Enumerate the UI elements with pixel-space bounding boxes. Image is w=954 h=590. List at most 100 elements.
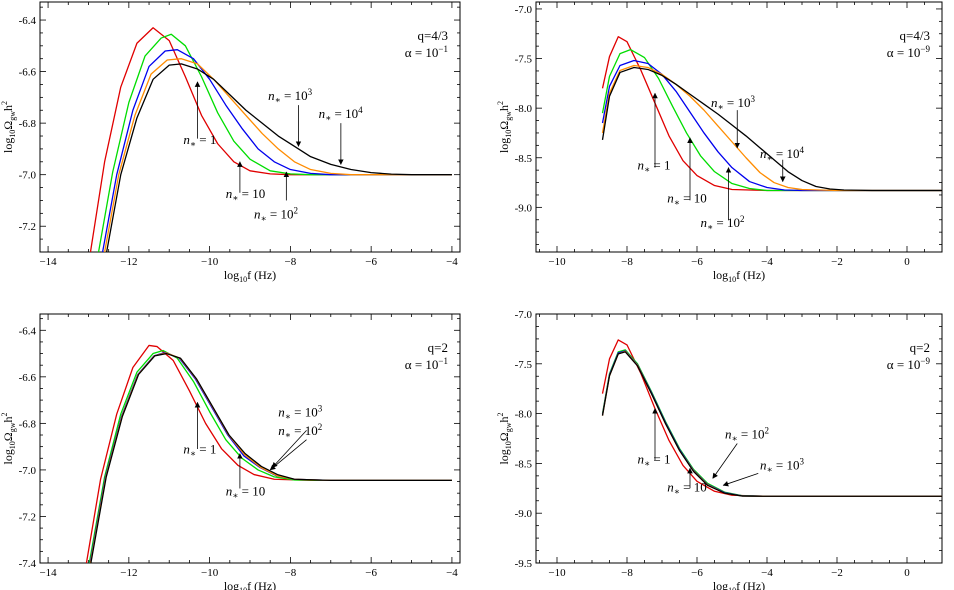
annotation-label: n∗ = 1 xyxy=(183,442,216,459)
annotation-label: n∗ = 1 xyxy=(638,451,671,468)
x-tick-label: −6 xyxy=(365,567,377,579)
annotation-label: n∗ = 10 xyxy=(226,484,265,501)
y-tick-label: -7.2 xyxy=(19,221,36,233)
x-axis-label: log10f (Hz) xyxy=(713,268,765,284)
series-line-3 xyxy=(601,350,942,497)
x-tick-label: −4 xyxy=(761,567,773,579)
annotation-label: n∗ = 1 xyxy=(638,158,671,175)
y-tick-label: -6.4 xyxy=(19,15,37,27)
x-tick-label: 0 xyxy=(904,567,910,579)
series-line-4 xyxy=(601,64,942,192)
x-tick-label: −8 xyxy=(285,256,297,268)
panel-tr: −10 −8 −6 −4 −2 0 -9.0 -8.5 -8.0 -7.5 -7.0 log10f (… xyxy=(496,1,943,284)
param-q-label: q=2 xyxy=(428,340,448,355)
y-tick-label: -7.5 xyxy=(515,54,533,66)
x-tick-label: −8 xyxy=(285,567,297,579)
param-alpha-label: α = 10−1 xyxy=(405,356,448,372)
param-alpha-label: α = 10−1 xyxy=(405,44,448,60)
y-tick-label: -7.0 xyxy=(515,309,533,321)
y-tick-label: -8.0 xyxy=(515,103,533,115)
y-tick-label: -8.0 xyxy=(515,409,533,421)
y-tick-label: -9.5 xyxy=(515,558,533,570)
annotation-label: n∗ = 103 xyxy=(711,94,755,112)
plot-frame xyxy=(39,313,461,564)
y-tick-label: -7.5 xyxy=(515,359,533,371)
annotation-label: n∗ = 102 xyxy=(254,205,298,223)
y-tick-label: -7.0 xyxy=(19,170,37,182)
annotation-label: n∗ = 104 xyxy=(760,145,804,163)
series-line-1 xyxy=(601,36,942,192)
x-tick-label: −12 xyxy=(120,567,137,579)
annotation-label: n∗ = 10 xyxy=(226,186,265,203)
x-tick-label: −2 xyxy=(831,256,843,268)
series-line-1 xyxy=(601,339,942,497)
plot-frame xyxy=(39,1,461,253)
y-tick-label: -7.0 xyxy=(515,4,533,16)
x-tick-label: −10 xyxy=(201,256,219,268)
y-tick-label: -6.6 xyxy=(19,67,37,79)
x-tick-label: −10 xyxy=(548,567,566,579)
annotation-label: n∗ = 102 xyxy=(278,422,322,440)
annotation-label: n∗ = 103 xyxy=(760,456,804,474)
series-group xyxy=(601,36,942,192)
x-tick-label: −14 xyxy=(39,567,57,579)
param-q-label: q=4/3 xyxy=(418,28,448,43)
series-line-3 xyxy=(89,351,452,563)
x-axis-label: log10f (Hz) xyxy=(224,579,276,590)
x-tick-label: −12 xyxy=(120,256,137,268)
annotation-arrow xyxy=(269,439,307,471)
x-tick-label: −10 xyxy=(201,567,219,579)
x-tick-label: −6 xyxy=(691,256,703,268)
series-line-4 xyxy=(89,352,452,563)
param-q-label: q=4/3 xyxy=(900,28,930,43)
panel-bl: −14 −12 −10 −8 −6 −4 -7.4 -7.2 -7.0 -6.8 -6.6 -6.4 l… xyxy=(0,313,461,590)
x-tick-label: −10 xyxy=(548,256,566,268)
annotation-label: n∗ = 103 xyxy=(268,87,312,105)
panel-tl: −14 −12 −10 −8 −6 −4 -7.2 -7.0 -6.8 -6.6 -6.4 log10… xyxy=(0,1,461,284)
y-tick-label: -8.5 xyxy=(515,153,533,165)
series-group xyxy=(601,339,942,497)
y-tick-label: -9.0 xyxy=(515,508,533,520)
annotation-label: n∗ = 103 xyxy=(278,403,322,421)
y-tick-label: -8.5 xyxy=(515,458,533,470)
series-group xyxy=(85,344,452,563)
panel-br: −10 −8 −6 −4 −2 0 -9.5 -9.0 -8.5 -8.0 -7.5 -7.0 log1… xyxy=(496,309,943,590)
x-tick-label: −8 xyxy=(621,567,633,579)
series-line-2 xyxy=(88,349,452,563)
series-line-5 xyxy=(601,351,942,497)
plot-frame xyxy=(535,1,943,253)
x-tick-label: −2 xyxy=(831,567,843,579)
y-axis-label: log10Ωgwh2 xyxy=(496,412,513,464)
x-tick-label: −4 xyxy=(761,256,773,268)
annotation-label: n∗ = 10 xyxy=(667,479,706,496)
x-axis-label: log10f (Hz) xyxy=(224,268,276,284)
y-tick-label: -9.0 xyxy=(515,202,533,214)
x-tick-label: −4 xyxy=(446,567,458,579)
y-tick-label: -7.4 xyxy=(19,558,37,570)
x-tick-label: −6 xyxy=(691,567,703,579)
annotation-arrow xyxy=(712,443,738,479)
y-tick-label: -6.6 xyxy=(19,372,37,384)
x-tick-label: 0 xyxy=(904,256,910,268)
series-line-5 xyxy=(601,66,942,192)
annotation-label: n∗ = 104 xyxy=(319,105,363,123)
series-line-3 xyxy=(601,59,942,192)
annotation-label: n∗ = 1 xyxy=(183,132,216,149)
series-line-5 xyxy=(90,352,452,563)
x-tick-label: −14 xyxy=(39,256,57,268)
series-line-3 xyxy=(101,49,452,252)
y-axis-label: log10Ωgwh2 xyxy=(496,101,513,153)
y-tick-label: -7.2 xyxy=(19,511,36,523)
annotation-arrow xyxy=(271,430,307,469)
x-tick-label: −8 xyxy=(621,256,633,268)
x-tick-label: −4 xyxy=(446,256,458,268)
x-tick-label: −6 xyxy=(365,256,377,268)
annotation-label: n∗ = 102 xyxy=(701,214,745,232)
series-line-1 xyxy=(85,344,452,563)
series-line-2 xyxy=(601,48,942,192)
y-tick-label: -6.8 xyxy=(19,118,37,130)
series-line-4 xyxy=(103,58,452,252)
y-tick-label: -6.4 xyxy=(19,325,37,337)
annotation-label: n∗ = 10 xyxy=(667,190,706,207)
